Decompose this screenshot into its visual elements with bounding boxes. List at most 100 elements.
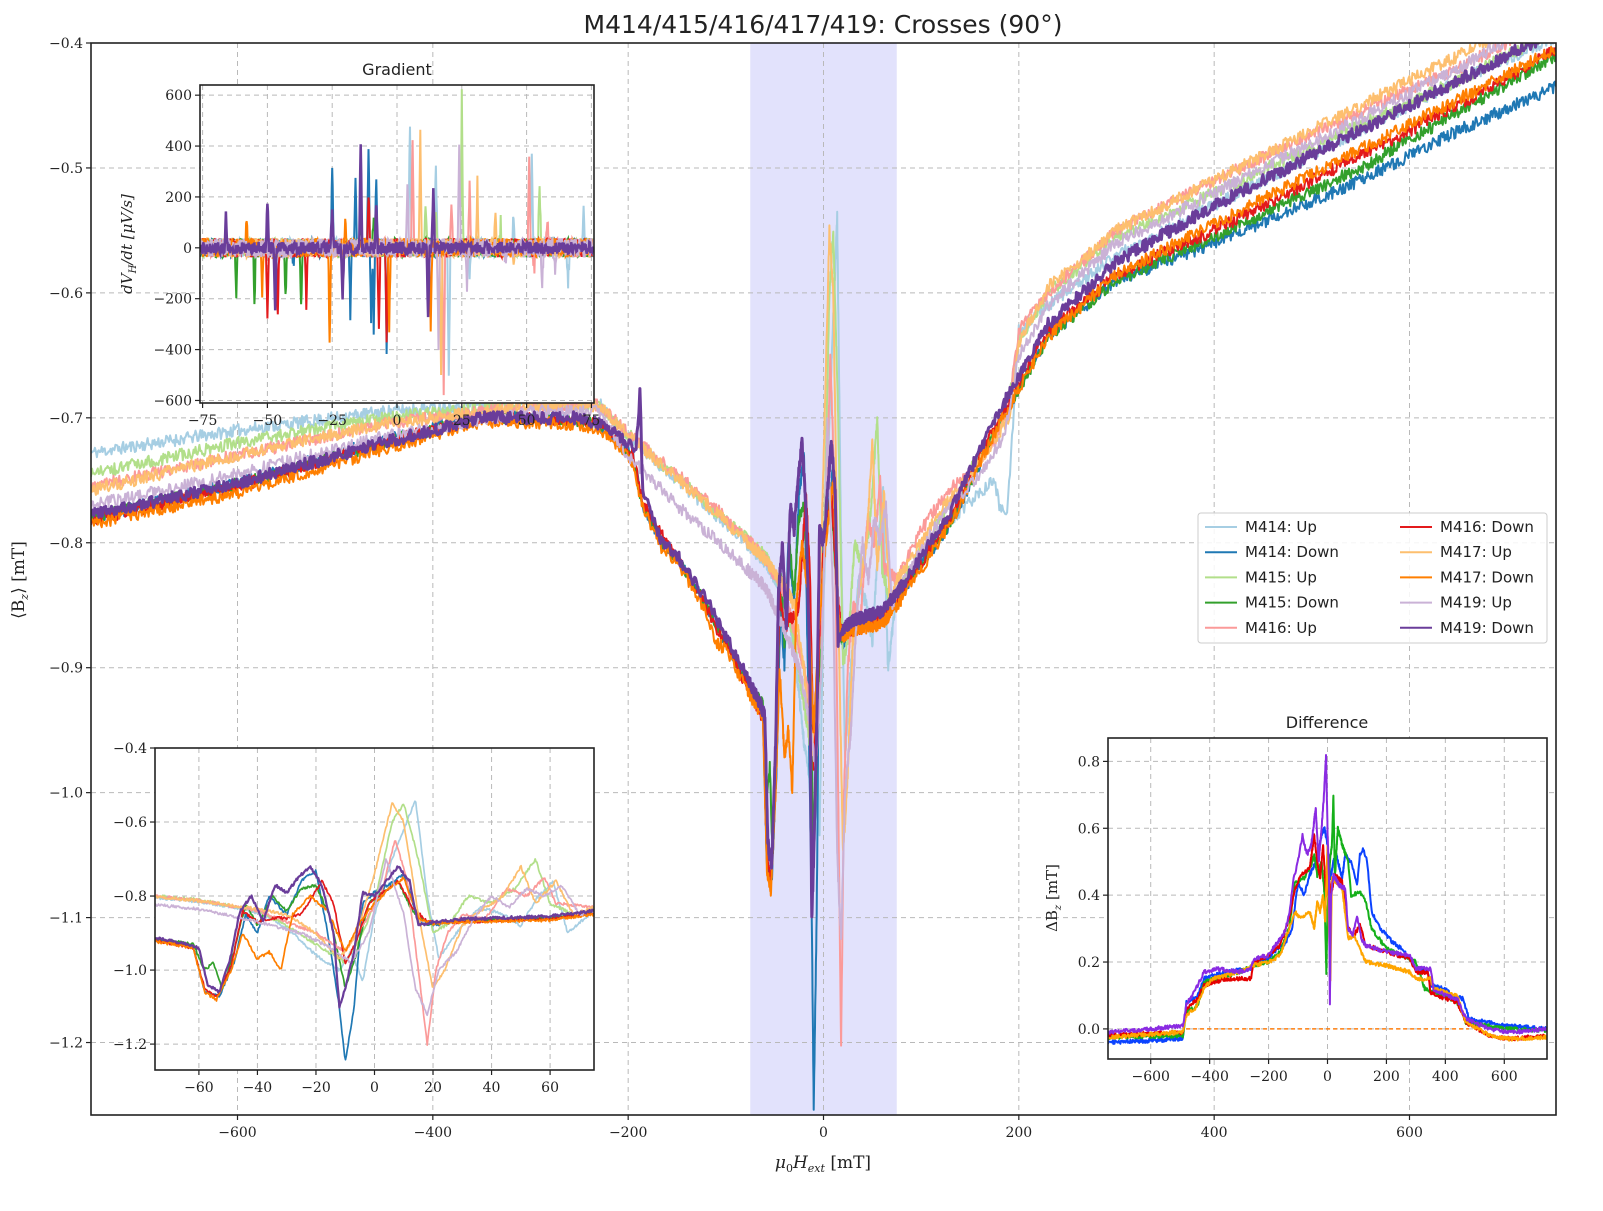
zoom-y-tick-label: −1.2 bbox=[113, 1037, 147, 1053]
main-x-tick-label: −600 bbox=[218, 1125, 256, 1141]
main-y-tick-label: −0.9 bbox=[49, 661, 83, 677]
x-axis-label: μ0Hext [mT] bbox=[775, 1153, 871, 1175]
grad-label-sub: H bbox=[128, 264, 139, 274]
zoom-inset: −60 −40 −20 0 20 40 60 −0.4 −0.6 −0.8 −1.0 −1.2 bbox=[113, 741, 595, 1096]
series-line-m419-down bbox=[91, 43, 1544, 919]
legend: M414: Up M414: Down M415: Up M415: Down M416… bbox=[1197, 512, 1548, 644]
diff-y-tick-label: 0.2 bbox=[1078, 955, 1100, 971]
legend-box bbox=[1197, 512, 1548, 644]
gradient-line-m419-down bbox=[200, 144, 594, 318]
diff-x-tick-label: 400 bbox=[1432, 1069, 1459, 1085]
gradient-inset-title: Gradient bbox=[362, 60, 432, 79]
x-label-mu: μ bbox=[775, 1153, 786, 1173]
legend-item-m414-down: M414: Down bbox=[1205, 543, 1339, 561]
diff-y-tick-label: 0.6 bbox=[1078, 821, 1100, 837]
zoom-y-tick-label: −1.0 bbox=[113, 963, 147, 979]
grad-y-tick-label: 400 bbox=[165, 139, 192, 155]
diff-series-layer bbox=[1108, 754, 1547, 1045]
y-axis-label: ⟨Bz⟩ [mT] bbox=[9, 541, 31, 619]
legend-label: M417: Up bbox=[1440, 543, 1512, 561]
main-x-tick-label: 0 bbox=[819, 1125, 828, 1141]
zoom-line-m417-up bbox=[155, 802, 594, 989]
series-line-m419-up bbox=[91, 43, 1515, 940]
zoom-frame bbox=[154, 747, 595, 1071]
main-series-layer bbox=[91, 43, 1556, 1111]
main-y-tick-label: −0.6 bbox=[49, 286, 83, 302]
chart-title: M414/415/416/417/419: Crosses (90°) bbox=[584, 10, 1063, 39]
zoom-line-m419-down bbox=[155, 865, 594, 1009]
diff-x-tick-label: −400 bbox=[1190, 1069, 1228, 1085]
legend-label: M415: Up bbox=[1245, 568, 1317, 586]
x-label-subext: ext bbox=[808, 1162, 826, 1175]
diff-frame bbox=[1107, 737, 1548, 1060]
main-x-tick-label: 600 bbox=[1396, 1125, 1423, 1141]
diff-label-delta: ΔB bbox=[1043, 910, 1061, 932]
grad-series-layer bbox=[200, 89, 594, 396]
diff-y-tick-label: 0.8 bbox=[1078, 754, 1100, 770]
diff-x-tick-label: 0 bbox=[1323, 1069, 1332, 1085]
zoom-x-tick-label: −60 bbox=[184, 1080, 214, 1096]
main-y-tick-label: −1.0 bbox=[49, 786, 83, 802]
diff-y-tick-label: 0.0 bbox=[1078, 1022, 1100, 1038]
zoom-x-tick-label: 0 bbox=[370, 1080, 379, 1096]
grad-x-tick-label: 75 bbox=[582, 413, 600, 429]
legend-item-m419-up: M419: Up bbox=[1400, 594, 1512, 612]
legend-label: M417: Down bbox=[1440, 568, 1534, 586]
grad-x-tick-label: −50 bbox=[253, 413, 283, 429]
zoom-line-m417-down bbox=[155, 876, 594, 1002]
grad-y-tick-label: −600 bbox=[154, 393, 192, 409]
grad-y-tick-label: −400 bbox=[154, 343, 192, 359]
diff-x-tick-label: −600 bbox=[1131, 1069, 1169, 1085]
grad-x-tick-label: −25 bbox=[317, 413, 347, 429]
main-x-tick-label: −200 bbox=[609, 1125, 647, 1141]
main-y-tick-label: −0.4 bbox=[49, 36, 83, 52]
legend-item-m415-down: M415: Down bbox=[1205, 594, 1339, 612]
main-y-tick-label: −0.5 bbox=[49, 161, 83, 177]
series-line-m417-up bbox=[91, 43, 1494, 852]
legend-label: M416: Up bbox=[1245, 619, 1317, 637]
legend-item-m417-up: M417: Up bbox=[1400, 543, 1512, 561]
difference-inset: −600 −400 −200 0 200 400 600 0.0 0.2 0.4 0.6 0.8 bbox=[1078, 737, 1548, 1085]
main-y-tick-label: −1.2 bbox=[49, 1036, 83, 1052]
zoom-x-tick-label: −20 bbox=[301, 1080, 331, 1096]
grad-label-rest: /dt [μV/s] bbox=[118, 194, 136, 267]
grad-x-tick-label: 0 bbox=[393, 413, 402, 429]
legend-item-m414-up: M414: Up bbox=[1205, 518, 1317, 536]
main-x-tick-label: 200 bbox=[1005, 1125, 1032, 1141]
legend-item-m416-up: M416: Up bbox=[1205, 619, 1317, 637]
grad-label-dv: dV bbox=[118, 271, 136, 294]
grad-x-tick-label: 50 bbox=[518, 413, 536, 429]
x-label-sub0: 0 bbox=[786, 1162, 793, 1175]
main-frame bbox=[90, 42, 1557, 1116]
difference-inset-title: Difference bbox=[1286, 713, 1368, 732]
gradient-inset: −75 −50 −25 0 25 50 75 600 400 200 0 −200 −400 −600 bbox=[154, 84, 600, 429]
gradient-y-label: dVH/dt [μV/s] bbox=[118, 194, 139, 294]
diff-label-sub: z bbox=[1053, 904, 1064, 911]
legend-label: M419: Up bbox=[1440, 594, 1512, 612]
legend-label: M414: Up bbox=[1245, 518, 1317, 536]
legend-label: M419: Down bbox=[1440, 619, 1534, 637]
diff-x-tick-label: 600 bbox=[1491, 1069, 1518, 1085]
zoom-line-m419-up bbox=[155, 858, 594, 1017]
legend-label: M415: Down bbox=[1245, 594, 1339, 612]
zoom-x-tick-label: 60 bbox=[541, 1080, 559, 1096]
y-label-b: ⟨B bbox=[9, 600, 29, 619]
main-y-tick-label: −0.8 bbox=[49, 536, 83, 552]
legend-item-m417-down: M417: Down bbox=[1400, 568, 1534, 586]
legend-label: M416: Down bbox=[1440, 518, 1534, 536]
grad-x-tick-label: 25 bbox=[453, 413, 471, 429]
main-x-tick-label: −400 bbox=[414, 1125, 452, 1141]
diff-x-tick-label: 200 bbox=[1373, 1069, 1400, 1085]
main-y-tick-label: −1.1 bbox=[49, 911, 83, 927]
diff-x-tick-label: −200 bbox=[1249, 1069, 1287, 1085]
x-label-unit: [mT] bbox=[825, 1153, 871, 1173]
main-x-tick-label: 400 bbox=[1201, 1125, 1228, 1141]
legend-item-m416-down: M416: Down bbox=[1400, 518, 1534, 536]
y-label-sub: z bbox=[18, 594, 31, 601]
zoom-y-tick-label: −0.4 bbox=[113, 741, 147, 757]
grad-frame bbox=[199, 84, 595, 404]
diff-y-tick-label: 0.4 bbox=[1078, 888, 1100, 904]
zoom-x-tick-label: 40 bbox=[483, 1080, 501, 1096]
zoom-x-tick-label: −40 bbox=[243, 1080, 273, 1096]
